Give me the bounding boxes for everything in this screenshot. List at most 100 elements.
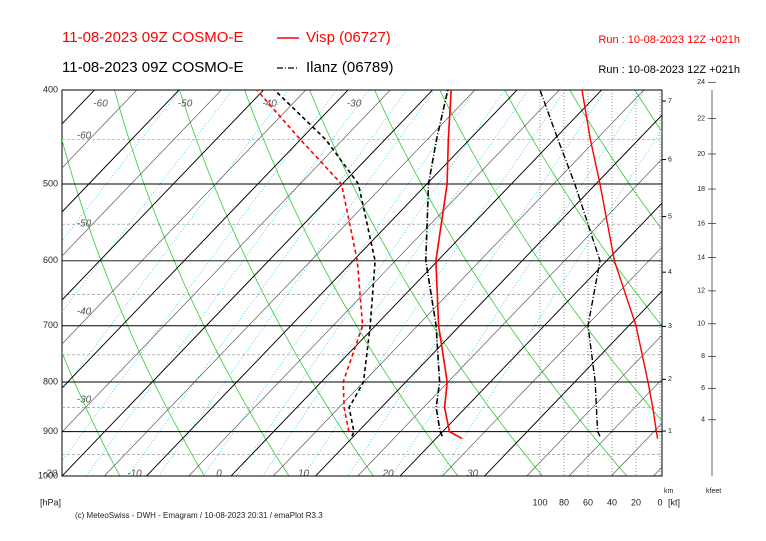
isotherm-label: -40 — [77, 307, 92, 318]
y-tick-label: 900 — [43, 426, 58, 436]
isotherm-fine — [188, 90, 560, 476]
kfeet-tick-label: 24 — [697, 79, 705, 86]
kfeet-tick-label: 20 — [697, 151, 705, 158]
isotherm-fine — [0, 90, 52, 476]
isotherm — [484, 290, 662, 476]
kfeet-tick-label: 22 — [697, 115, 705, 122]
kfeet-label: kfeet — [706, 488, 721, 495]
mixing-ratio-line — [62, 90, 338, 462]
wind-tick-label: 60 — [583, 497, 593, 507]
kfeet-tick-label: 6 — [701, 385, 705, 392]
km-tick-label: 7 — [668, 98, 672, 105]
isotherm-label: 30 — [467, 469, 479, 480]
kfeet-tick-label: 4 — [701, 417, 705, 424]
chart-title: 11-08-2023 09Z COSMO-E — [62, 59, 243, 76]
isotherm-fine — [62, 90, 95, 125]
wind-speed-line — [581, 89, 659, 439]
wind-tick-label: 100 — [532, 497, 547, 507]
dry-adiabat — [504, 90, 662, 327]
isotherm-label: -60 — [93, 99, 108, 110]
isotherm-label: -60 — [77, 131, 92, 142]
isotherm-fine — [399, 202, 662, 476]
y-tick-label: 400 — [43, 84, 58, 94]
isotherm-label: -50 — [77, 219, 92, 230]
isotherm-fine — [62, 90, 180, 213]
dry-adiabat — [62, 138, 205, 476]
dry-adiabat — [62, 351, 121, 476]
isotherm-label: -50 — [178, 99, 193, 110]
mixing-ratio-line — [347, 90, 606, 476]
isotherm — [230, 90, 602, 476]
isotherm-fine — [696, 90, 766, 476]
isotherm-fine — [62, 90, 222, 257]
dewpoint-line — [256, 89, 364, 432]
mixing-ratio-line — [62, 90, 181, 242]
footer: (c) MeteoSwiss - DWH - Emagram / 10-08-2… — [75, 511, 323, 520]
isotherm-fine — [653, 466, 662, 476]
isotherm-fine — [0, 90, 10, 476]
dry-adiabat — [309, 90, 543, 476]
isotherm — [62, 90, 433, 476]
isotherm-fine — [738, 90, 766, 476]
run-info: Run : 10-08-2023 12Z +021h — [598, 34, 740, 46]
legend-label: Ilanz (06789) — [306, 59, 394, 76]
mixing-ratio-line — [85, 90, 370, 476]
km-tick-label: 3 — [668, 323, 672, 330]
km-tick-label: 2 — [668, 376, 672, 383]
legend-label: Visp (06727) — [306, 29, 391, 46]
y-tick-label: 600 — [43, 255, 58, 265]
isotherm-fine — [273, 90, 645, 476]
wind-speed-line — [539, 89, 601, 437]
kfeet-tick-label: 14 — [697, 254, 705, 261]
y-tick-label: 1000 — [38, 470, 58, 480]
background-lines — [0, 90, 766, 476]
isotherm-fine — [484, 290, 662, 476]
temperature-line — [435, 89, 463, 440]
isotherm-label: -10 — [127, 469, 142, 480]
km-tick-label: 5 — [668, 213, 672, 220]
wind-tick-label: 20 — [631, 497, 641, 507]
kfeet-tick-label: 10 — [697, 321, 705, 328]
chart-title: 11-08-2023 09Z COSMO-E — [62, 29, 243, 46]
mixing-ratio-line — [62, 90, 290, 392]
isotherm-fine — [611, 422, 662, 476]
dry-adiabat — [700, 90, 766, 476]
isotherm — [62, 90, 264, 301]
isotherm-fine — [442, 246, 662, 476]
plot-frame — [61, 89, 663, 477]
dewpoint-line — [273, 89, 376, 437]
wind-tick-label: 0 — [657, 497, 662, 507]
isotherm-label: 10 — [298, 469, 310, 480]
mixing-ratio-line — [158, 90, 435, 476]
isotherm — [399, 202, 662, 476]
isotherm-label: 20 — [381, 469, 394, 480]
isotherm-label: -30 — [347, 99, 362, 110]
isotherm-fine — [104, 90, 476, 476]
y-tick-label: 700 — [43, 320, 58, 330]
dry-adiabat — [569, 90, 662, 231]
y-tick-label: 500 — [43, 178, 58, 188]
km-tick-label: 4 — [668, 269, 672, 276]
dry-adiabat — [0, 90, 35, 476]
mixing-ratio-line — [62, 90, 233, 313]
km-tick-label: 6 — [668, 156, 672, 163]
isotherm — [315, 114, 662, 476]
isotherm-fine — [568, 378, 662, 476]
dry-adiabat — [244, 90, 459, 476]
isotherm-fine — [62, 90, 391, 433]
isotherm — [62, 90, 180, 213]
wind-tick-label: 80 — [559, 497, 569, 507]
temperature-line — [424, 89, 449, 437]
isotherm — [146, 90, 518, 476]
kfeet-tick-label: 16 — [697, 220, 705, 227]
isotherm-fine — [62, 90, 138, 169]
isotherm-fine — [62, 90, 307, 345]
isotherm-fine — [526, 334, 662, 476]
kfeet-tick-label: 18 — [697, 186, 705, 193]
km-tick-label: 1 — [668, 428, 672, 435]
isotherm-label: 0 — [216, 469, 222, 480]
isotherm-label: -20 — [43, 469, 58, 480]
y-axis-label: [hPa] — [40, 497, 61, 507]
mixing-ratio-line — [262, 90, 529, 476]
